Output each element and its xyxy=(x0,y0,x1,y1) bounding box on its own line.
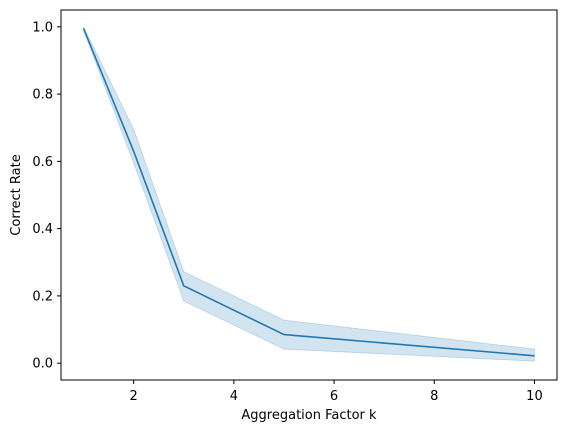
y-axis-ticks: 0.0 0.2 0.4 0.6 0.8 1.0 xyxy=(32,20,61,372)
x-tick-label: 4 xyxy=(230,389,238,404)
series-line xyxy=(82,28,535,357)
y-tick-label: 0.2 xyxy=(32,289,53,304)
x-tick-label: 8 xyxy=(430,389,438,404)
x-tick-label: 2 xyxy=(130,389,138,404)
y-tick-label: 0.8 xyxy=(32,88,53,103)
y-tick-label: 1.0 xyxy=(32,20,53,35)
confidence-band xyxy=(83,26,535,362)
x-axis-ticks: 2 4 6 8 10 xyxy=(130,380,543,404)
x-axis-label: Aggregation Factor k xyxy=(241,408,377,423)
y-axis-label: Correct Rate xyxy=(9,154,24,235)
plot-background xyxy=(61,10,557,380)
y-tick-label: 0.0 xyxy=(32,357,53,372)
plot-frame xyxy=(60,9,558,381)
y-tick-label: 0.4 xyxy=(32,222,53,237)
x-tick-label: 10 xyxy=(526,389,543,404)
y-tick-label: 0.6 xyxy=(32,155,53,170)
x-tick-label: 6 xyxy=(330,389,338,404)
